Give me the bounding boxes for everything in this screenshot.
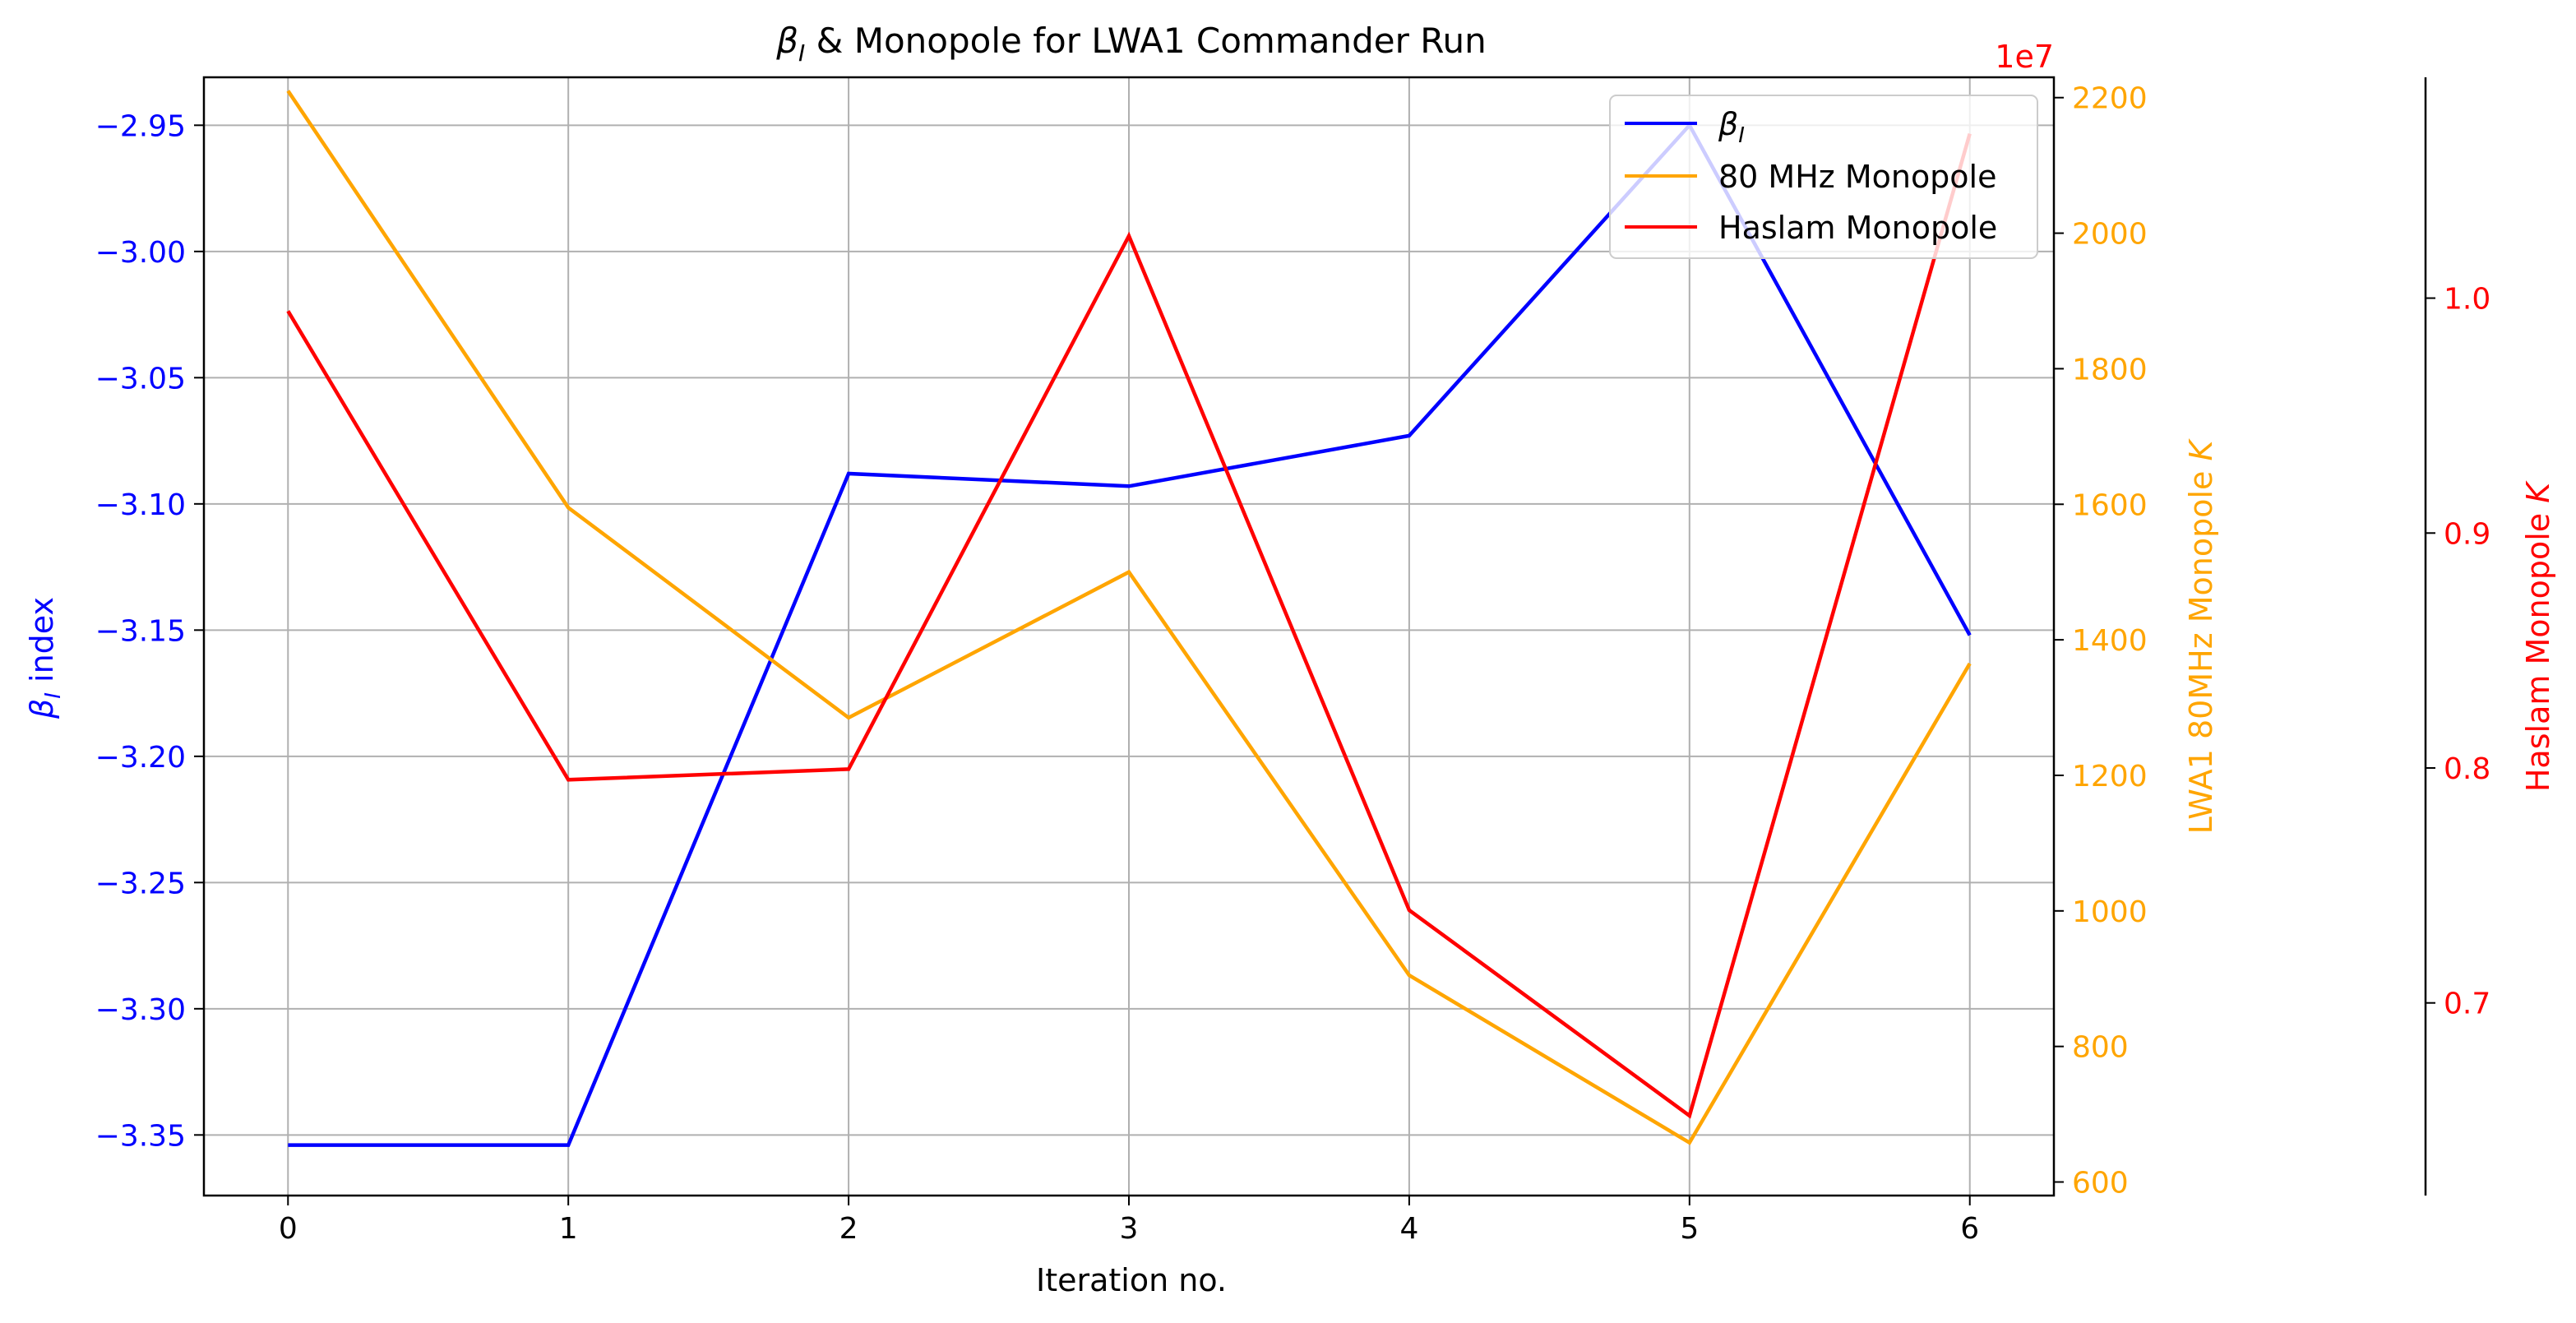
beta-tick-label: −3.25 [95,867,186,900]
lwa1-tick-label: 1000 [2072,895,2148,929]
beta-tick-label: −3.00 [95,236,186,270]
beta-tick-label: −2.95 [95,109,186,143]
beta-tick-label: −3.20 [95,741,186,775]
x-tick-label: 0 [279,1212,298,1246]
x-tick-label: 4 [1399,1212,1418,1246]
haslam-tick-label: 0.8 [2444,752,2490,786]
beta-tick-label: −3.30 [95,993,186,1027]
lwa1-series-line [286,90,1972,1145]
lwa1-tick-label: 2200 [2072,82,2148,116]
lwa1-tick-label: 1400 [2072,624,2148,658]
lwa1-tick-label: 800 [2072,1031,2129,1065]
haslam-series-line [286,132,1972,1119]
lwa1-offset-text: 1e7 [1995,39,2054,75]
lwa1-axis-label: LWA1 80MHz Monopole K [2183,438,2219,835]
legend-label-haslam: Haslam Monopole [1718,210,1997,246]
legend-label-beta: βI [1718,106,1745,148]
lwa1-tick-label: 1800 [2072,353,2148,386]
legend-box [1609,95,2038,259]
x-tick-label: 3 [1120,1212,1139,1246]
haslam-tick-label: 0.7 [2444,988,2490,1021]
x-tick-label: 6 [1960,1212,1979,1246]
lwa1-tick-label: 2000 [2072,218,2148,252]
haslam-tick-label: 0.9 [2444,517,2490,551]
lwa1-tick-label: 1600 [2072,488,2148,522]
grid [204,77,2054,1196]
legend: βI 80 MHz Monopole Haslam Monopole [1609,95,2038,259]
beta-tick-label: −3.10 [95,488,186,522]
beta-axis-label: βI index [24,597,66,719]
haslam-tick-label: 1.0 [2444,283,2490,317]
lwa1-tick-label: 1200 [2072,760,2148,793]
beta-tick-label: −3.05 [95,362,186,396]
x-axis-label: Iteration no. [1036,1262,1227,1298]
axes: 0 1 2 3 4 5 6 −2.95 −3.00 −3.05 −3.10 −3.15 −3.20 −3.… [95,77,2490,1246]
chart-title: βI & Monopole for LWA1 Commander Run [775,21,1487,67]
beta-tick-label: −3.35 [95,1119,186,1153]
beta-tick-label: −3.15 [95,614,186,648]
x-tick-label: 1 [559,1212,578,1246]
legend-label-80mhz: 80 MHz Monopole [1718,159,1997,195]
x-tick-label: 5 [1680,1212,1699,1246]
x-tick-label: 2 [839,1212,858,1246]
haslam-axis-label: Haslam Monopole K [2520,480,2556,792]
lwa1-tick-label: 600 [2072,1167,2129,1200]
